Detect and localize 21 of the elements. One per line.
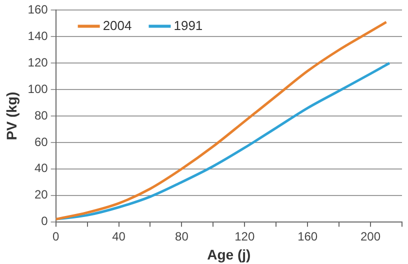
line-series	[56, 62, 391, 220]
y-tick-label: 0	[41, 214, 48, 228]
x-tick-label: 120	[234, 229, 255, 244]
legend-label: 2004	[102, 18, 132, 33]
x-tick-label: 80	[175, 229, 189, 244]
y-tick-label: 160	[28, 2, 48, 17]
y-axis-title: PV (kg)	[3, 92, 20, 140]
y-tick-label: 100	[28, 82, 48, 96]
x-tick-label: 0	[52, 229, 60, 244]
x-axis-title: Age (j)	[207, 246, 251, 262]
y-tick-label: 140	[28, 28, 48, 43]
x-tick-label: 40	[112, 229, 126, 244]
y-tick-label: 20	[34, 188, 48, 202]
x-tick-label: 200	[360, 229, 381, 244]
x-tick-label: 160	[298, 229, 318, 244]
legend-label: 1991	[174, 18, 203, 33]
y-tick-label: 40	[34, 161, 48, 176]
y-tick-label: 60	[34, 134, 48, 149]
y-tick-label: 80	[34, 108, 48, 122]
y-tick-label: 120	[28, 55, 48, 70]
line-series	[56, 20, 388, 220]
